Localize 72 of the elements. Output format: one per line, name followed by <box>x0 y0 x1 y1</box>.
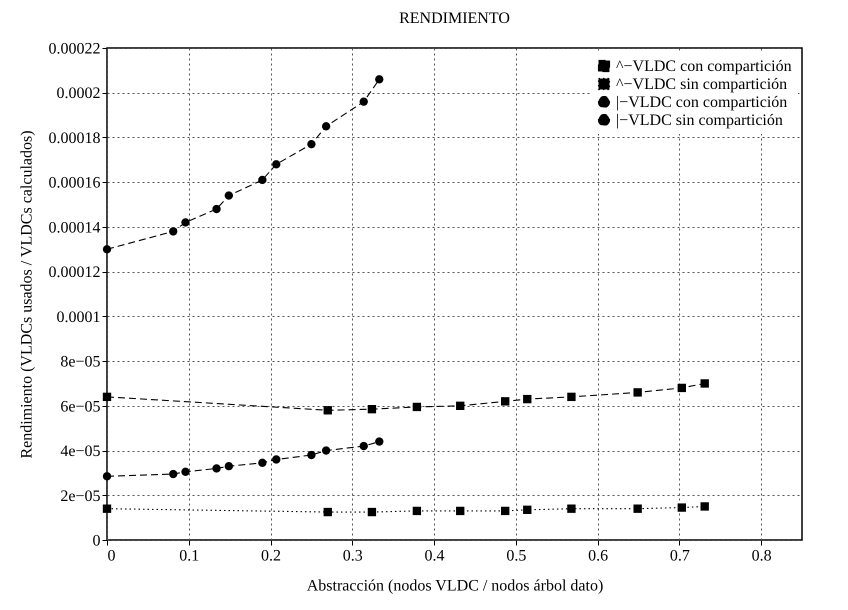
point <box>633 388 642 397</box>
point <box>258 176 267 184</box>
point <box>360 98 368 106</box>
x-tick-label: 0.2 <box>261 548 282 564</box>
point <box>102 245 112 254</box>
y-tick-label: 8e−05 <box>60 354 100 371</box>
x-tick-label: 0.4 <box>424 548 445 564</box>
point <box>700 502 709 511</box>
point <box>501 506 510 516</box>
point <box>324 508 332 516</box>
point <box>567 392 576 402</box>
y-tick-label: 0 <box>92 532 100 550</box>
point <box>678 503 686 512</box>
point <box>324 406 332 414</box>
y-axis-title: Rendimiento (VLDCs usados / VLDCs calculados) <box>18 130 36 459</box>
point <box>375 437 384 446</box>
point <box>567 504 576 513</box>
point <box>375 75 384 84</box>
legend-label: ^−VLDC con compartición <box>616 58 792 75</box>
legend-label: |−VLDC con compartición <box>616 94 788 111</box>
y-tick-label: 4e−05 <box>60 443 100 460</box>
point <box>169 470 178 478</box>
y-tick-label: 0.00014 <box>48 219 100 236</box>
point <box>523 506 532 514</box>
point <box>181 218 190 227</box>
y-tick-label: 0.00016 <box>48 174 100 192</box>
point <box>102 472 112 480</box>
point <box>102 504 112 513</box>
point <box>412 506 422 516</box>
point <box>360 442 368 450</box>
x-tick-label: 0.7 <box>670 548 690 564</box>
point <box>212 204 221 214</box>
point <box>412 402 422 412</box>
point <box>456 402 464 410</box>
point <box>272 160 280 168</box>
point <box>212 464 221 473</box>
point <box>102 392 112 402</box>
x-tick-label: 0.8 <box>752 548 772 564</box>
point <box>501 397 510 406</box>
point <box>322 122 330 130</box>
chart-title: RENDIMIENTO <box>399 10 510 27</box>
point <box>322 446 330 455</box>
x-axis-title: Abstracción (nodos VLDC / nodos árbol dato) <box>306 578 604 594</box>
point <box>224 191 234 200</box>
point <box>523 394 532 404</box>
y-tick-label: 0.00018 <box>48 130 100 147</box>
point <box>368 508 376 516</box>
point <box>258 458 267 468</box>
x-tick-label: 0.6 <box>588 548 608 564</box>
legend-label: |−VLDC sin compartición <box>616 112 783 129</box>
point <box>368 404 376 414</box>
point <box>181 468 190 476</box>
y-tick-label: 6e−05 <box>60 398 100 416</box>
point <box>169 227 178 236</box>
point <box>456 506 464 516</box>
point <box>633 504 642 513</box>
point <box>307 450 316 460</box>
legend-label: ^−VLDC sin compartición <box>616 76 788 93</box>
y-tick-label: 2e−05 <box>60 488 100 505</box>
y-tick-label: 0.00012 <box>48 264 100 282</box>
point <box>272 455 280 464</box>
x-tick-label: 0.3 <box>342 548 363 564</box>
point <box>307 140 316 148</box>
y-tick-label: 0.0002 <box>56 85 100 102</box>
x-tick-label: 0 <box>108 548 116 564</box>
y-tick-label: 0.0001 <box>56 308 100 326</box>
point <box>678 384 686 392</box>
x-tick-label: 0.5 <box>506 548 526 564</box>
y-tick-label: 0.00022 <box>48 40 100 58</box>
point <box>700 379 709 388</box>
point <box>224 462 234 470</box>
x-tick-label: 0.1 <box>179 548 200 564</box>
